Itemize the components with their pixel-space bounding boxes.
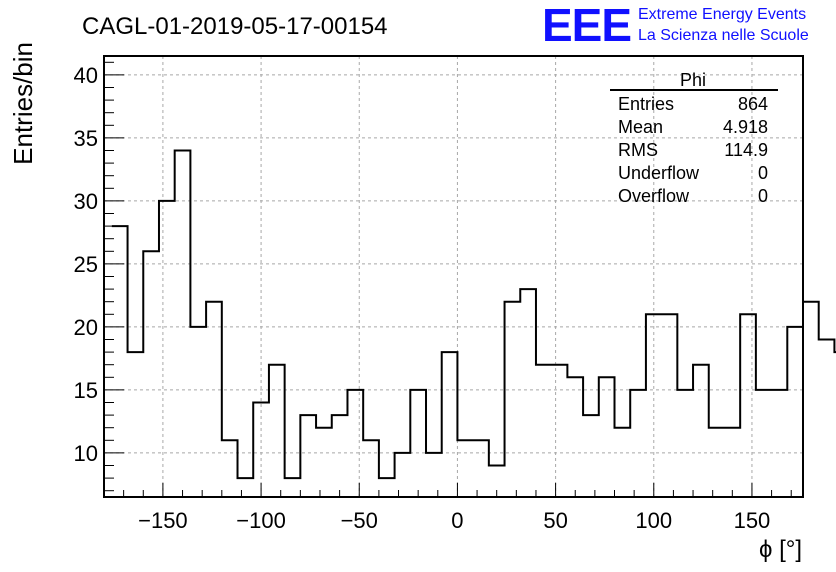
histogram-bin (206, 302, 222, 497)
x-tick-label: 50 (543, 508, 567, 533)
histogram-bin (332, 415, 348, 497)
histogram-bin (677, 390, 693, 497)
grid-lines (104, 56, 803, 497)
x-tick-label: −100 (236, 508, 286, 533)
histogram-bin (520, 289, 536, 497)
x-tick-label: −150 (138, 508, 188, 533)
stats-row-label: Overflow (618, 186, 690, 206)
histogram-bin (457, 440, 473, 497)
histogram-bin (395, 453, 411, 497)
eee-logo-mark: EEE (542, 0, 631, 51)
histogram-bin (693, 365, 709, 497)
stats-row-value: 0 (758, 186, 768, 206)
histogram-bin (300, 415, 316, 497)
stats-row-label: RMS (618, 140, 658, 160)
stats-box: Phi Entries 864 Mean 4.918 RMS 114.9 Underflow… (610, 70, 778, 206)
x-tick-label: 0 (451, 508, 463, 533)
histogram-bin (772, 390, 788, 497)
histogram-bin (709, 428, 725, 497)
histogram-outline (111, 149, 836, 480)
x-tick-label: −50 (341, 508, 378, 533)
histogram-bin (599, 377, 615, 497)
histogram-bin (222, 440, 238, 497)
y-tick-label: 30 (74, 189, 98, 214)
x-axis-label: ϕ [°] (759, 536, 802, 563)
y-tick-label: 10 (74, 441, 98, 466)
y-tick-label: 15 (74, 378, 98, 403)
histogram-bin (175, 151, 191, 498)
histogram-bin (473, 440, 489, 497)
histogram-bin (426, 453, 442, 497)
stats-row-value: 0 (758, 163, 768, 183)
histogram-bin (347, 390, 363, 497)
y-axis-label: Entries/bin (8, 42, 38, 165)
stats-row-value: 4.918 (723, 117, 768, 137)
histogram-bin (269, 365, 285, 497)
histogram-bin (630, 390, 646, 497)
histogram-bin (190, 327, 206, 497)
plot-frame (103, 55, 804, 498)
histogram-bin (316, 428, 332, 497)
histogram-bin (724, 428, 740, 497)
histogram-bin (505, 302, 521, 497)
histogram-bin (410, 390, 426, 497)
histogram-bin (536, 365, 552, 497)
stats-row-value: 864 (738, 94, 768, 114)
histogram-bin (662, 314, 678, 497)
histogram-bin (583, 415, 599, 497)
histogram-bin (285, 478, 301, 497)
histogram-bin (787, 327, 803, 497)
stats-row-label: Mean (618, 117, 663, 137)
stats-box-title: Phi (680, 70, 706, 90)
histogram-bin (615, 428, 631, 497)
histogram-bin (803, 302, 819, 497)
stats-box-rows: Entries 864 Mean 4.918 RMS 114.9 Underflow 0 Ove… (618, 94, 768, 206)
histogram-bin (740, 314, 756, 497)
axes: −150 −100 −50 0 50 100 150 10 15 20 25 30 35 40 (74, 61, 792, 533)
chart-title: CAGL-01-2019-05-17-00154 (82, 13, 388, 40)
stats-row-label: Entries (618, 94, 674, 114)
eee-logo: EEE Extreme Energy Events La Scienza nel… (542, 0, 809, 51)
eee-logo-line2: La Scienza nelle Scuole (638, 27, 809, 44)
eee-logo-line1: Extreme Energy Events (638, 6, 806, 23)
histogram-bin (819, 340, 835, 498)
stats-row-label: Underflow (618, 163, 700, 183)
y-tick-label: 40 (74, 63, 98, 88)
histogram-bin (442, 352, 458, 497)
histogram-bin (238, 478, 254, 497)
histogram-series (111, 149, 836, 498)
y-tick-label: 35 (74, 126, 98, 151)
histogram-bin (756, 390, 772, 497)
histogram-bin (112, 226, 128, 497)
stats-row-value: 114.9 (724, 140, 768, 160)
histogram-bin (363, 440, 379, 497)
histogram-bin (379, 478, 395, 497)
histogram-bin (552, 365, 568, 497)
histogram-bin (567, 377, 583, 497)
x-tick-label: 100 (635, 508, 672, 533)
y-tick-label: 20 (74, 315, 98, 340)
histogram-bin (128, 352, 144, 497)
x-tick-label: 150 (734, 508, 771, 533)
y-tick-label: 25 (74, 252, 98, 277)
histogram-bin (143, 251, 159, 497)
